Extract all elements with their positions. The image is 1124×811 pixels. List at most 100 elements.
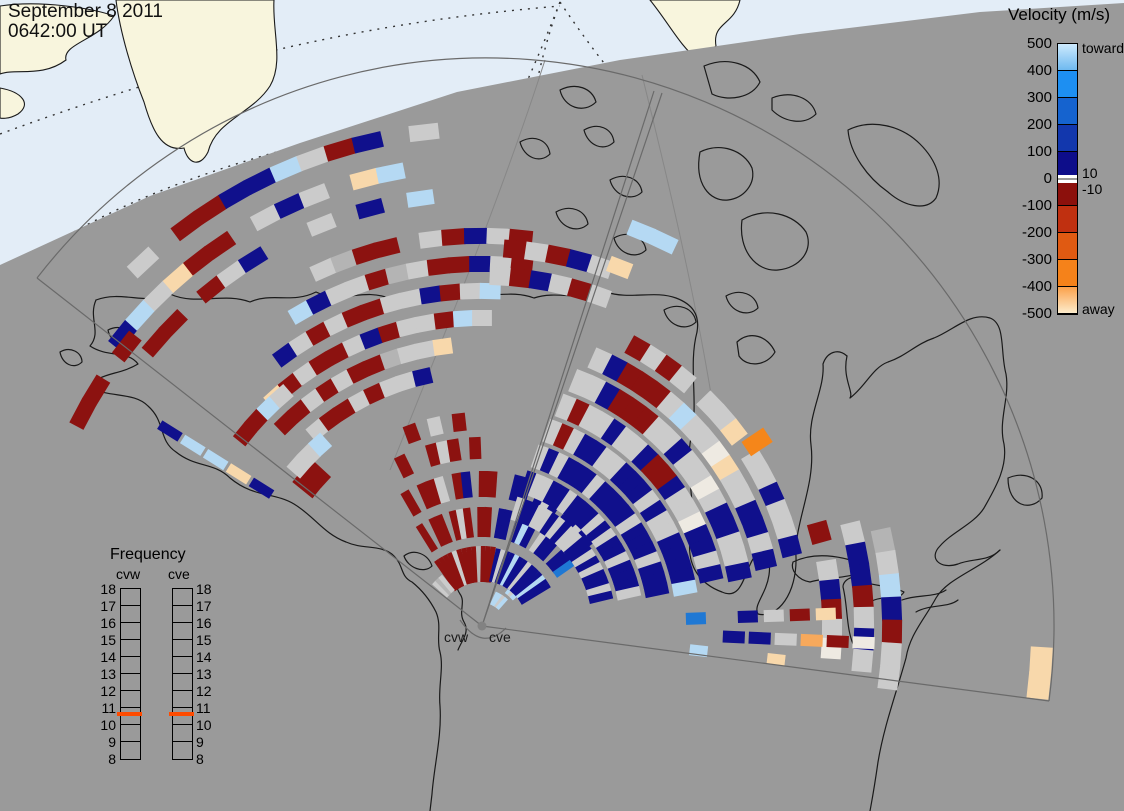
velocity-cell (789, 608, 811, 622)
frequency-tick-label: 17 (196, 598, 212, 614)
velocity-cell (517, 578, 549, 603)
velocity-cell (533, 508, 553, 533)
velocity-cell (426, 416, 444, 437)
velocity-cell (661, 543, 689, 565)
velocity-cell (379, 376, 402, 398)
velocity-cell (485, 546, 496, 583)
velocity-cell (643, 582, 670, 599)
velocity-cell (157, 420, 183, 442)
velocity-cell (849, 563, 872, 588)
velocity-cell (621, 435, 649, 463)
velocity-cell (237, 246, 269, 274)
velocity-cell (332, 398, 357, 422)
frequency-bar-cell (173, 640, 192, 657)
velocity-tick-label: 500 (1026, 35, 1052, 52)
frequency-tick-label: 13 (196, 666, 212, 682)
velocity-cell (513, 571, 543, 598)
velocity-cell (438, 556, 462, 590)
velocity-cell (881, 596, 903, 622)
velocity-cell (307, 432, 333, 457)
velocity-colorbar-segment (1058, 71, 1077, 98)
velocity-cell (669, 365, 697, 394)
velocity-cell (852, 636, 875, 650)
velocity-cell (479, 282, 501, 300)
velocity-cell (640, 454, 668, 482)
velocity-cell (680, 414, 709, 443)
frequency-tick-label: 15 (196, 632, 212, 648)
velocity-cell (851, 648, 874, 673)
velocity-cell (711, 516, 740, 541)
velocity-cell (578, 404, 603, 433)
time-label: 0642:00 UT (8, 21, 108, 42)
frequency-tick-label: 14 (196, 649, 212, 665)
velocity-cell (468, 436, 482, 460)
velocity-cell (640, 571, 668, 589)
velocity-cell (642, 416, 671, 446)
frequency-bar-cell (121, 691, 140, 708)
velocity-cell (495, 596, 508, 611)
velocity-cell (615, 585, 642, 601)
velocity-cell (395, 371, 418, 392)
velocity-cell (571, 548, 597, 569)
velocity-cell (434, 559, 459, 592)
velocity-cell (271, 342, 299, 368)
velocity-cell (364, 268, 391, 291)
velocity-legend-title: Velocity (m/s) (1008, 5, 1111, 24)
velocity-cell (581, 474, 606, 501)
velocity-cell (878, 573, 902, 599)
velocity-cell (455, 508, 469, 540)
velocity-cell (225, 463, 252, 485)
velocity-cell (360, 298, 386, 321)
velocity-cell (673, 449, 703, 478)
velocity-cell (489, 591, 500, 606)
velocity-cell (412, 367, 434, 387)
velocity-cell (720, 418, 748, 446)
velocity-cell (630, 371, 658, 400)
velocity-cell (631, 444, 659, 472)
velocity-cell (305, 321, 332, 346)
velocity-cell (330, 369, 355, 393)
velocity-cell (433, 476, 451, 504)
velocity-cell (559, 531, 583, 554)
velocity-cell (509, 564, 536, 594)
velocity-cell (604, 551, 630, 571)
velocity-cell (402, 422, 422, 445)
velocity-cell (816, 558, 840, 583)
velocity-cell (563, 428, 586, 456)
velocity-cell (772, 516, 798, 541)
velocity-cell (719, 469, 748, 496)
velocity-cell (82, 374, 111, 407)
velocity-colorbar-segment (1058, 206, 1077, 233)
velocity-cell (615, 513, 642, 537)
velocity-colorbar-segment (1058, 44, 1077, 71)
velocity-cell (493, 508, 507, 540)
velocity-cell (545, 244, 571, 267)
velocity-cell (355, 198, 385, 220)
velocity-cell (556, 489, 578, 515)
velocity-cell (741, 427, 773, 457)
velocity-cell (649, 464, 677, 491)
velocity-cell (492, 593, 503, 608)
frequency-bar-cell (173, 742, 192, 759)
velocity-cell (309, 257, 338, 282)
velocity-cell (607, 389, 634, 419)
velocity-cell (324, 342, 350, 366)
velocity-cell (396, 343, 420, 365)
velocity-cell (273, 192, 306, 219)
velocity-cell (483, 506, 492, 538)
frequency-tick-label: 9 (108, 734, 116, 750)
velocity-cell (607, 559, 634, 578)
velocity-cell (613, 576, 640, 593)
velocity-cell (664, 487, 693, 513)
velocity-cell (377, 321, 402, 343)
velocity-cell (542, 418, 563, 446)
velocity-cell (583, 576, 610, 592)
velocity-cell (216, 260, 247, 288)
velocity-cell (589, 481, 614, 507)
frequency-bar-cell (121, 708, 140, 725)
velocity-cell (507, 561, 532, 592)
velocity-cell (819, 578, 842, 602)
velocity-cell (610, 568, 637, 586)
frequency-bar-cell (173, 589, 192, 606)
velocity-cell (870, 527, 896, 555)
